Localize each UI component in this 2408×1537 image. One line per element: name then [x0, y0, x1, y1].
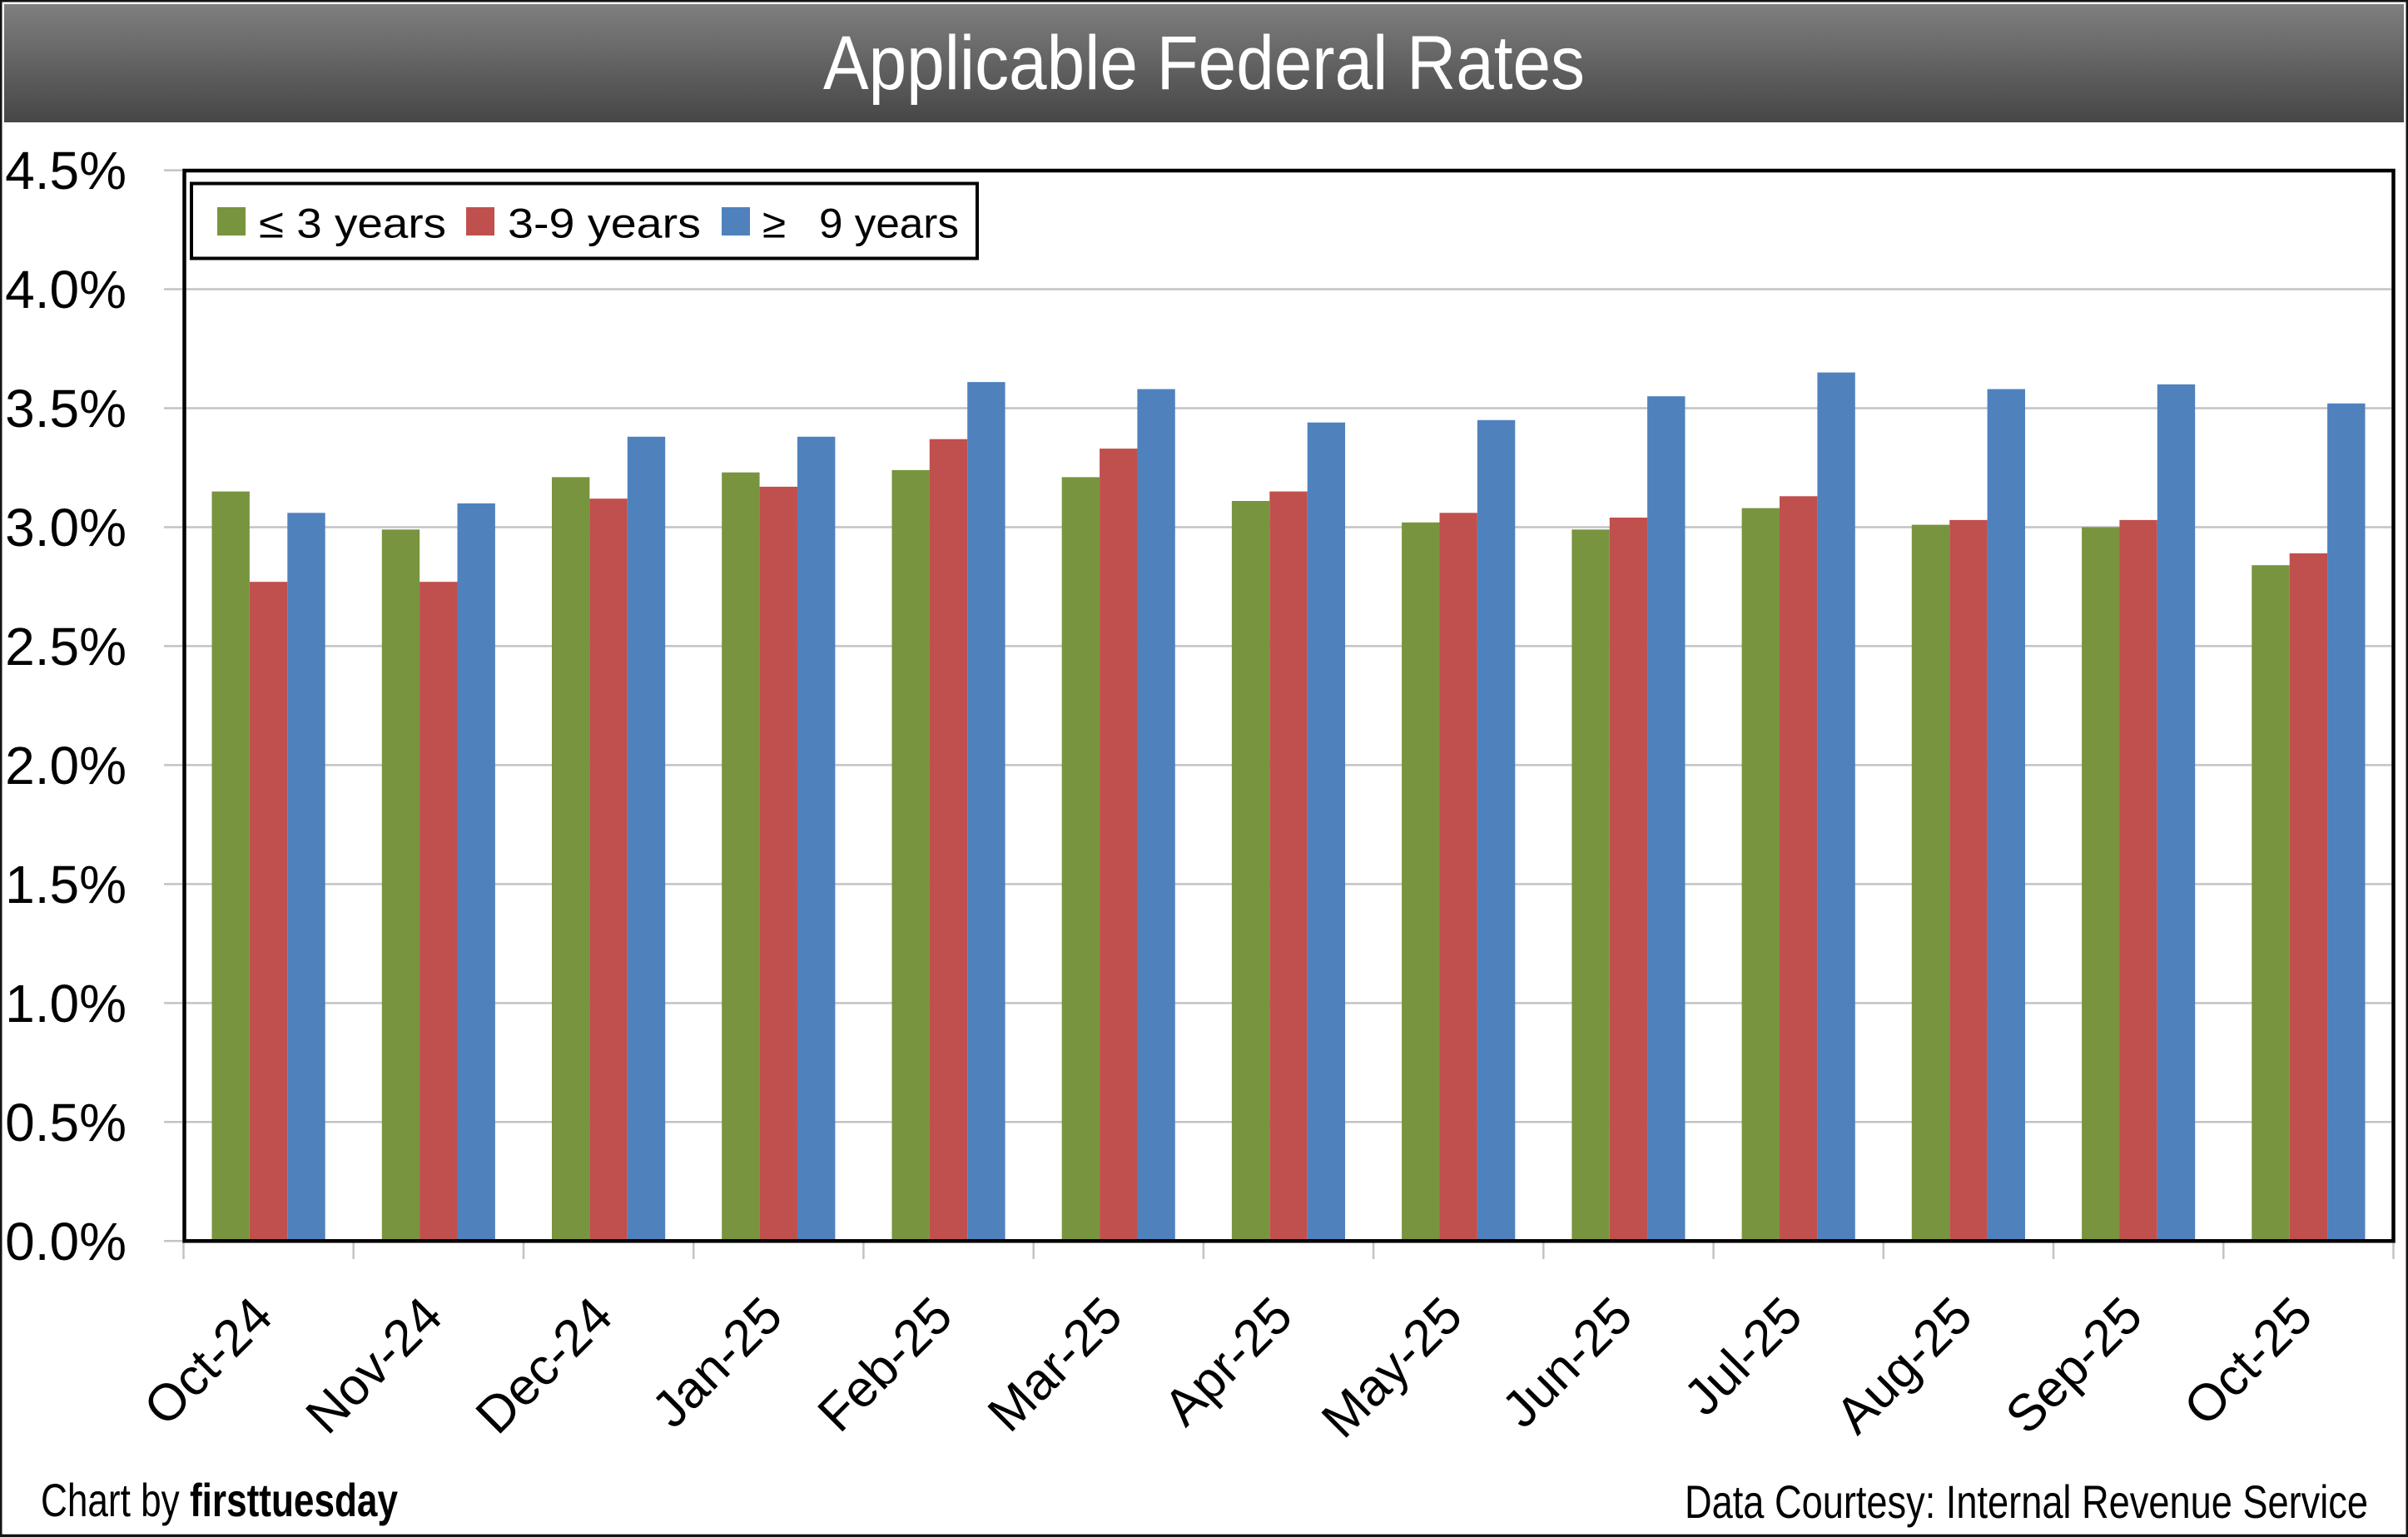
svg-text:0.5%: 0.5%	[5, 1093, 127, 1153]
svg-text:Data Courtesy: Internal Revenu: Data Courtesy: Internal Revenue Service	[1685, 1475, 2368, 1528]
svg-text:3.0%: 3.0%	[5, 498, 127, 558]
svg-text:Chart by firsttuesday: Chart by firsttuesday	[41, 1474, 398, 1526]
svg-text:4.5%: 4.5%	[5, 141, 127, 201]
svg-text:4.0%: 4.0%	[5, 260, 127, 320]
svg-text:1.0%: 1.0%	[5, 974, 127, 1034]
svg-text:2.0%: 2.0%	[5, 736, 127, 796]
svg-text:≥ 9 years: ≥ 9 years	[762, 201, 959, 247]
svg-text:3-9 years: 3-9 years	[508, 201, 701, 247]
svg-text:3.5%: 3.5%	[5, 379, 127, 439]
svg-text:≤ 3 years: ≤ 3 years	[259, 201, 446, 247]
svg-text:Applicable Federal Rates: Applicable Federal Rates	[823, 21, 1585, 106]
svg-text:2.5%: 2.5%	[5, 617, 127, 677]
svg-text:0.0%: 0.0%	[5, 1212, 127, 1272]
svg-text:1.5%: 1.5%	[5, 855, 127, 915]
